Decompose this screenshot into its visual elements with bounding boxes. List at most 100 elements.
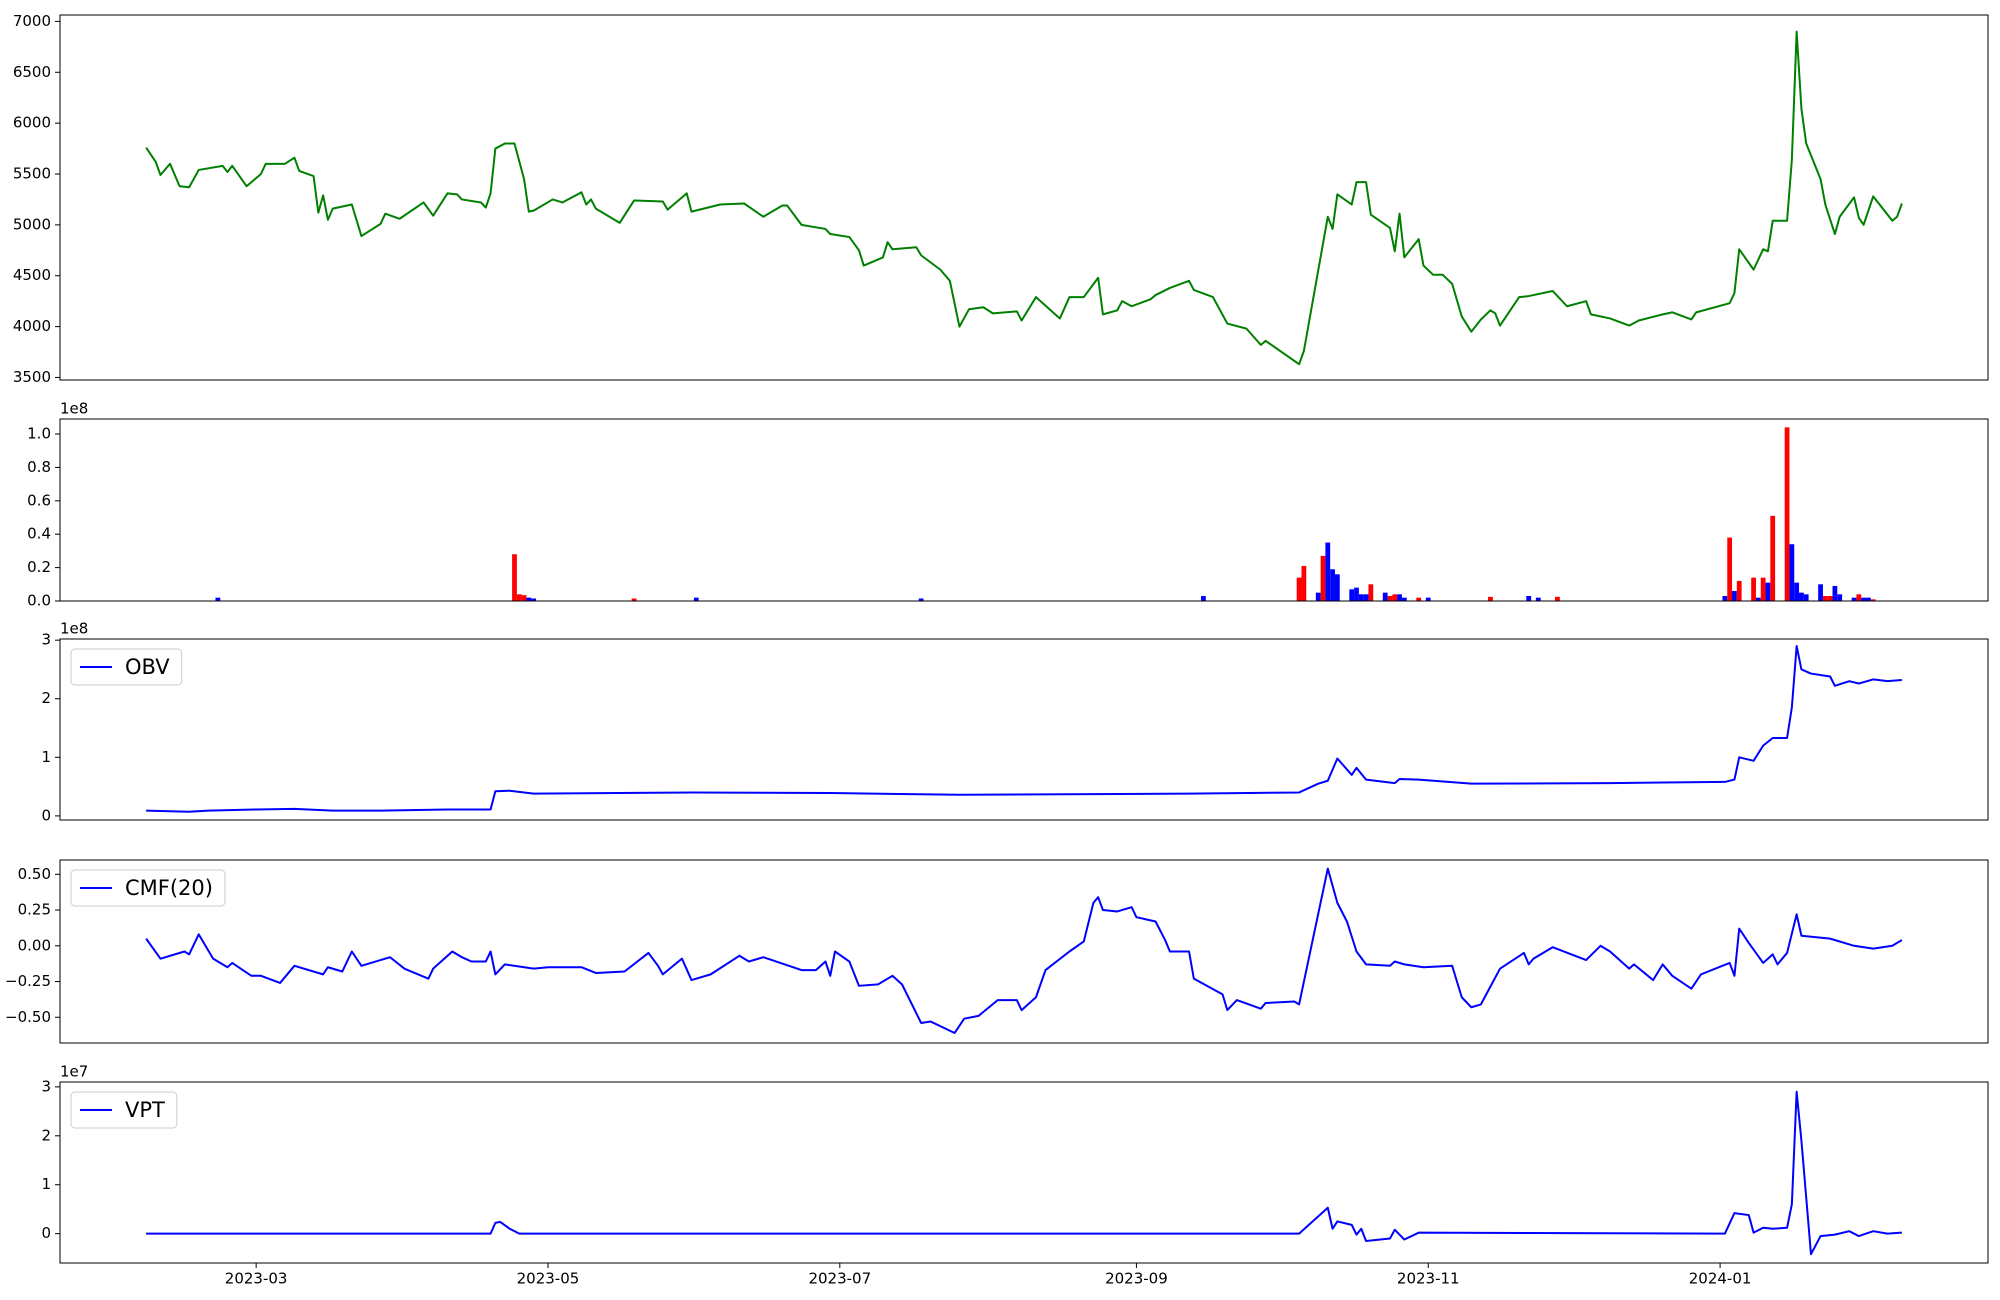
panel: 3500 4000 4500 5000 5500 6000 6500 7000 xyxy=(13,12,1989,386)
bar xyxy=(1851,597,1857,601)
bar xyxy=(1789,544,1795,601)
data-line xyxy=(146,1090,1902,1256)
x-tick-label: 2023-03 xyxy=(225,1270,288,1288)
bar xyxy=(516,594,522,601)
bar xyxy=(1387,595,1393,601)
bar xyxy=(1784,427,1790,601)
bar xyxy=(1732,590,1737,601)
bar xyxy=(1822,595,1828,601)
bar xyxy=(1363,594,1369,601)
legend-box xyxy=(70,1091,178,1129)
bar xyxy=(1827,595,1833,601)
legend-label: OBV xyxy=(125,655,170,679)
bar xyxy=(1856,594,1862,601)
legend-box xyxy=(70,648,183,686)
bar xyxy=(1315,592,1321,601)
plot-frame xyxy=(59,1081,1989,1264)
y-tick-label: 2 xyxy=(41,689,51,707)
legend-box xyxy=(70,869,226,907)
bar xyxy=(1555,596,1560,601)
bar xyxy=(1803,594,1809,601)
bar xyxy=(1392,594,1398,601)
y-tick-label: 0.00 xyxy=(18,936,51,954)
bar xyxy=(1416,597,1422,601)
bar xyxy=(1330,569,1335,601)
legend: CMF(20) xyxy=(70,869,226,907)
y-tick-label: 7000 xyxy=(13,12,51,30)
x-tick-label: 2023-11 xyxy=(1397,1270,1460,1288)
bar xyxy=(1334,574,1340,601)
data-line xyxy=(146,645,1902,813)
y-tick-label: 0.8 xyxy=(27,458,51,476)
bar xyxy=(1488,596,1493,601)
plot-frame xyxy=(59,14,1989,381)
bar xyxy=(1794,582,1800,601)
bar xyxy=(1832,585,1838,601)
bar xyxy=(1722,595,1728,601)
axis-offset-text: 1e8 xyxy=(60,620,88,638)
panel: 0.0 0.2 0.4 0.6 0.8 1.0 1e8 xyxy=(27,400,1989,610)
y-tick-label: 0 xyxy=(41,806,51,824)
bar xyxy=(1727,537,1733,601)
bar xyxy=(1354,587,1359,601)
bar xyxy=(1425,597,1431,601)
y-tick-label: 0.25 xyxy=(18,901,51,919)
y-tick-label: 3500 xyxy=(13,368,51,386)
y-tick-label: 4000 xyxy=(13,317,51,335)
y-tick-label: 6000 xyxy=(13,114,51,132)
bar xyxy=(1870,599,1876,601)
y-tick-label: 6500 xyxy=(13,63,51,81)
plot-frame xyxy=(59,638,1989,821)
data-line xyxy=(145,867,1903,1034)
legend: OBV xyxy=(70,648,183,686)
bar xyxy=(1296,577,1302,601)
bar xyxy=(1760,577,1766,601)
y-tick-label: 0.2 xyxy=(27,558,51,576)
bar xyxy=(1861,597,1867,601)
x-tick-label: 2023-05 xyxy=(517,1270,580,1288)
bar xyxy=(1201,595,1206,601)
bar xyxy=(1770,515,1776,601)
bar xyxy=(693,597,699,601)
bar xyxy=(1401,597,1407,601)
bar xyxy=(1818,584,1823,601)
legend-label: VPT xyxy=(125,1098,165,1122)
bar xyxy=(1765,582,1771,601)
y-tick-label: 3 xyxy=(41,1077,51,1095)
bar xyxy=(1397,594,1402,601)
bar xyxy=(1382,592,1388,601)
panel: −0.50 −0.25 0.00 0.25 0.50 CMF(20) xyxy=(5,859,1989,1044)
x-tick-label: 2024-01 xyxy=(1689,1270,1752,1288)
plot-frame xyxy=(59,418,1989,602)
bar xyxy=(1866,597,1871,601)
axis-offset-text: 1e8 xyxy=(60,400,88,418)
bar xyxy=(1755,597,1761,601)
legend-label: CMF(20) xyxy=(125,876,213,900)
y-tick-label: 3 xyxy=(41,631,51,649)
bar xyxy=(1320,555,1326,601)
plot-frame xyxy=(59,859,1989,1044)
bar xyxy=(1751,577,1756,601)
bar xyxy=(215,597,221,601)
bar xyxy=(1837,594,1843,601)
y-tick-label: 0.0 xyxy=(27,592,51,610)
panel: 0 1 2 3 2023-03 2023-05 2023-07 2023-09 2023-11 2… xyxy=(41,1063,1989,1288)
panel: 0 1 2 3 1e8 OBV xyxy=(41,620,1989,824)
y-tick-label: 1 xyxy=(41,1175,51,1193)
bar xyxy=(1349,589,1355,601)
bar xyxy=(1301,565,1307,601)
y-tick-label: 0.50 xyxy=(18,865,51,883)
y-tick-label: 1 xyxy=(41,748,51,766)
y-tick-label: 0.6 xyxy=(27,491,51,509)
x-tick-label: 2023-09 xyxy=(1105,1270,1168,1288)
bar xyxy=(1368,584,1374,601)
data-line xyxy=(145,30,1903,366)
bar xyxy=(531,598,537,601)
axis-offset-text: 1e7 xyxy=(60,1063,88,1081)
y-tick-label: 4500 xyxy=(13,266,51,284)
legend: VPT xyxy=(70,1091,178,1129)
bar xyxy=(1325,542,1331,601)
y-tick-label: 2 xyxy=(41,1126,51,1144)
y-tick-label: 0 xyxy=(41,1224,51,1242)
x-tick-label: 2023-07 xyxy=(808,1270,871,1288)
